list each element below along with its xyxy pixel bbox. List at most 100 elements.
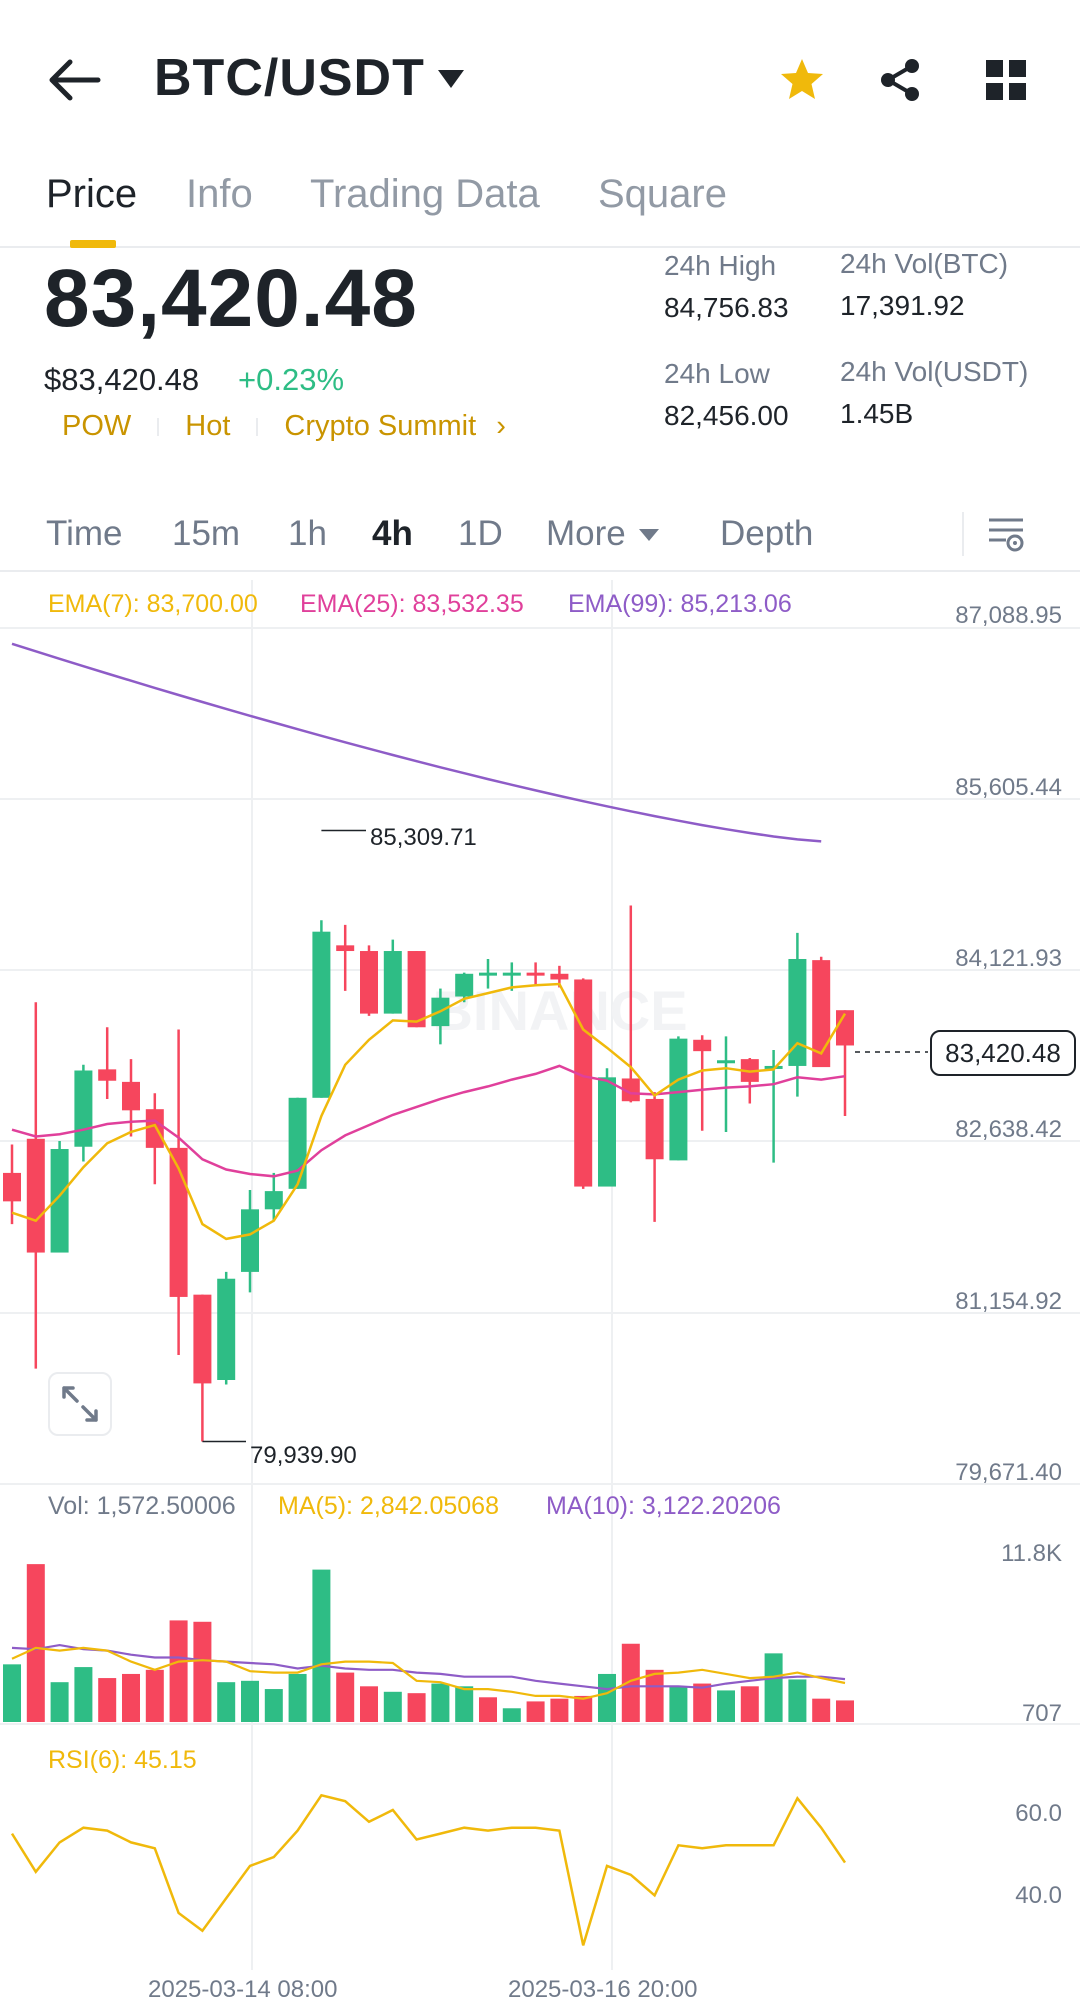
interval-4h[interactable]: 4h — [372, 514, 413, 553]
volume-bar — [550, 1698, 569, 1722]
tab-price[interactable]: Price — [46, 172, 138, 216]
candle-body — [193, 1294, 212, 1384]
interval-more[interactable]: More — [546, 514, 626, 553]
low-marker-label: 79,939.90 — [250, 1442, 357, 1469]
fullscreen-button[interactable] — [48, 1372, 112, 1436]
candle-body — [98, 1069, 117, 1081]
high-marker-label: 85,309.71 — [370, 824, 477, 851]
tab-trading-data[interactable]: Trading Data — [310, 172, 540, 216]
volume-bar — [526, 1701, 545, 1722]
candle-body — [574, 979, 593, 1187]
volume-bar — [98, 1678, 117, 1722]
tag-crypto-summit[interactable]: Crypto Summit — [284, 410, 477, 442]
volume-bar — [312, 1569, 331, 1722]
volume-bar — [193, 1621, 212, 1722]
volume-bar — [836, 1700, 854, 1722]
ema7-line — [11, 982, 847, 1241]
stat-24h-vol-btc-label: 24h Vol(BTC) — [840, 248, 1009, 279]
price-axis-label: 85,605.44 — [955, 774, 1062, 801]
price-axis-label: 79,671.40 — [955, 1459, 1062, 1486]
grid-icon[interactable] — [984, 58, 1028, 102]
candle-body — [50, 1149, 69, 1253]
price-axis-label: 84,121.93 — [955, 945, 1062, 972]
star-icon[interactable] — [778, 56, 826, 104]
arrow-left-icon[interactable] — [48, 56, 104, 104]
candle-body — [812, 960, 831, 1068]
stat-24h-vol-usdt-value: 1.45B — [840, 398, 914, 429]
candle-body — [598, 1077, 616, 1187]
candle-body — [717, 1060, 735, 1064]
candle-body — [526, 972, 545, 976]
interval-15m[interactable]: 15m — [172, 514, 241, 553]
volume-bar — [598, 1673, 616, 1722]
chevron-right-icon[interactable]: › — [496, 410, 506, 442]
legend-ma10: MA(10): 3,122.20206 — [546, 1492, 781, 1520]
candlestick-chart[interactable]: BINANCE — [0, 576, 1080, 1976]
interval-1d[interactable]: 1D — [458, 514, 503, 553]
candle-body — [502, 972, 521, 976]
volume-bar — [455, 1686, 474, 1722]
tab-square[interactable]: Square — [598, 172, 727, 216]
volume-bar — [241, 1680, 259, 1722]
price-change-percent: +0.23% — [238, 362, 345, 397]
caret-down-icon[interactable] — [436, 68, 466, 90]
current-price-tag: 83,420.48 — [930, 1030, 1076, 1076]
stat-24h-vol-usdt-label: 24h Vol(USDT) — [840, 356, 1029, 387]
candle-body — [336, 945, 355, 952]
tag-row: POW Hot Crypto Summit › — [62, 410, 506, 443]
volume-bar — [217, 1682, 236, 1722]
legend-ema99: EMA(99): 85,213.06 — [568, 590, 792, 618]
interval-depth[interactable]: Depth — [720, 514, 814, 553]
fiat-price: $83,420.48 — [44, 362, 200, 397]
volume-axis-label: 707 — [1021, 1700, 1062, 1727]
candle-body — [288, 1097, 307, 1189]
volume-bar — [74, 1667, 93, 1722]
tab-info[interactable]: Info — [186, 172, 253, 216]
time-axis-label: 2025-03-16 20:00 — [508, 1976, 698, 2002]
ma10-line — [11, 1643, 846, 1691]
volume-bar — [574, 1695, 593, 1722]
pair-title[interactable]: BTC/USDT — [154, 49, 425, 107]
tag-divider — [157, 418, 160, 437]
volume-bar — [50, 1682, 69, 1722]
chart-settings-icon[interactable] — [986, 514, 1026, 554]
volume-bar — [479, 1697, 497, 1722]
candle-body — [241, 1209, 259, 1272]
price-axis-label: 82,638.42 — [955, 1116, 1062, 1143]
volume-bar — [740, 1686, 759, 1722]
candle-body — [479, 972, 497, 976]
stat-24h-high-label: 24h High — [664, 250, 777, 281]
volume-bar — [693, 1683, 712, 1722]
interval-1h[interactable]: 1h — [288, 514, 327, 553]
candle-body — [550, 973, 569, 980]
tag-pow[interactable]: POW — [62, 410, 132, 442]
share-icon[interactable] — [876, 56, 924, 104]
price-axis-label: 87,088.95 — [955, 602, 1062, 629]
candle-body — [217, 1278, 236, 1380]
candle-body — [264, 1191, 283, 1210]
candle-body — [169, 1147, 188, 1297]
volume-bar — [264, 1689, 283, 1722]
tag-hot[interactable]: Hot — [185, 410, 231, 442]
volume-bar — [764, 1653, 783, 1722]
volume-bar — [502, 1708, 521, 1722]
stat-24h-low-value: 82,456.00 — [664, 400, 789, 431]
caret-down-icon[interactable] — [638, 528, 660, 542]
legend-volume: Vol: 1,572.50006 — [48, 1492, 236, 1520]
candle-body — [645, 1098, 664, 1160]
volume-bar — [407, 1693, 426, 1722]
volume-bar — [145, 1669, 164, 1722]
volume-bar — [669, 1686, 688, 1722]
volume-bar — [26, 1564, 45, 1722]
volume-bar — [169, 1620, 188, 1722]
interval-time[interactable]: Time — [46, 514, 123, 553]
last-price: 83,420.48 — [44, 253, 418, 344]
tab-active-indicator — [70, 240, 116, 248]
tag-divider — [256, 418, 259, 437]
interval-toolbar: Time 15m 1h 4h 1D More Depth — [0, 500, 1080, 572]
candle-body — [312, 931, 331, 1098]
expand-icon — [62, 1386, 98, 1422]
volume-bar — [122, 1673, 140, 1722]
time-axis-label: 2025-03-14 08:00 — [148, 1976, 338, 2002]
volume-bar — [360, 1686, 378, 1722]
